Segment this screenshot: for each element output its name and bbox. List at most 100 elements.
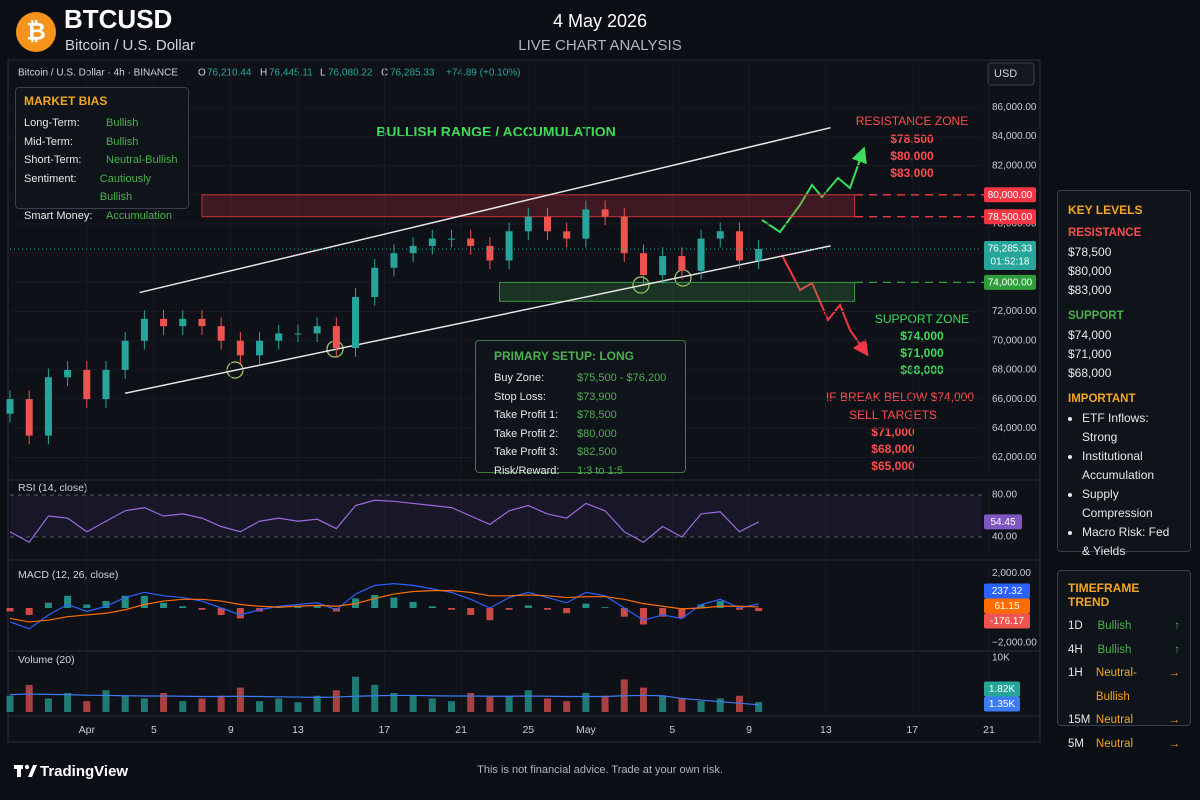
list: ETF Inflows: StrongInstitutional Accumul… <box>1068 409 1180 561</box>
histogram-bar <box>6 608 14 612</box>
x-tick-label: 21 <box>983 724 995 736</box>
trend-arrow: → <box>1168 714 1181 726</box>
candle-body <box>236 340 244 356</box>
bias-label: Smart Money: <box>24 209 93 222</box>
volume-bar <box>486 696 494 712</box>
volume-bar <box>755 702 763 712</box>
y-tick-label: 62,000.00 <box>992 452 1037 463</box>
candle-body <box>44 377 52 436</box>
histogram-bar <box>697 604 705 608</box>
x-tick-label: 9 <box>746 724 752 736</box>
volume-bar <box>371 684 379 712</box>
histogram-bar <box>467 608 475 615</box>
ohlc-value: 76,210.44 <box>207 68 252 79</box>
trend-row: 15M Neutral → <box>1068 709 1180 733</box>
level-item: $83,000 <box>1068 283 1112 297</box>
volume-bar <box>256 701 264 712</box>
zone <box>499 281 856 302</box>
market-bias-panel: MARKET BIAS Long-Term: Bullish Mid-Term: Bu… <box>15 87 189 222</box>
macd-line <box>9 590 759 623</box>
bias-label: Sentiment: <box>24 172 77 185</box>
candle-body <box>294 333 302 335</box>
x-tick-label: 17 <box>906 724 918 736</box>
setup-label: Take Profit 3: <box>494 446 559 458</box>
macd-value-box <box>984 583 1030 599</box>
volume-bar <box>428 698 436 712</box>
candle-body <box>313 326 321 334</box>
candle-body <box>543 216 551 232</box>
support-zone-title: SUPPORT ZONE <box>875 312 969 326</box>
trendline <box>139 126 831 294</box>
histogram-bar <box>601 607 609 608</box>
bias-row: Sentiment: Cautiously Bullish <box>24 170 180 207</box>
volume-ma <box>9 693 759 706</box>
volume-bar <box>102 690 110 712</box>
timeframe: 1D <box>1068 620 1083 632</box>
rsi-value-box <box>984 514 1022 530</box>
candle-body <box>275 333 283 341</box>
volume-bar <box>140 698 148 712</box>
logo-glyph: ₿ <box>26 18 46 45</box>
histogram-bar <box>505 608 513 610</box>
bias-row: Short-Term: Neutral-Bullish <box>24 151 180 170</box>
candle-body <box>409 245 417 254</box>
volume-bar <box>352 676 360 712</box>
bear-projection <box>781 254 869 357</box>
histogram-bar <box>217 608 225 615</box>
volume-bar <box>179 701 187 712</box>
volume-bar <box>313 695 321 712</box>
volume-bar <box>697 701 705 712</box>
important-item: Supply Compression <box>1082 485 1180 523</box>
y-tick-label: 70,000.00 <box>992 335 1037 346</box>
x-tick-label: 13 <box>820 724 832 736</box>
setup-row: Take Profit 2: $80,000 <box>494 425 667 444</box>
setup-label: Stop Loss: <box>494 390 546 403</box>
volume-bar <box>83 701 91 712</box>
histogram-bar <box>659 608 667 617</box>
volume-bar <box>121 695 129 712</box>
setup-value: $75,500 - $76,200 <box>577 372 667 384</box>
symbol-name: Bitcoin / U.S. Dollar <box>65 37 195 54</box>
candle-body <box>467 238 475 246</box>
volume-bar <box>524 690 532 712</box>
volume-bar <box>332 690 340 712</box>
ohlc-label: O <box>198 68 206 79</box>
setup-value: $80,000 <box>577 427 617 440</box>
histogram-bar <box>678 608 686 618</box>
currency-button[interactable] <box>987 62 1035 86</box>
support-zone-level: $71,000 <box>900 346 944 360</box>
trend-row: 1H Neutral-Bullish → <box>1068 662 1180 709</box>
sell-target: $65,000 <box>871 459 915 473</box>
histogram-bar <box>524 605 532 608</box>
candle-body <box>352 296 360 349</box>
logo <box>16 12 56 52</box>
ohlc-value: 76,080.22 <box>328 68 373 79</box>
ohlc-value: 76,285.33 <box>390 68 435 79</box>
y-tick-label: 72,000.00 <box>992 306 1037 317</box>
candle-body <box>486 245 494 261</box>
pane-title: Volume (20) <box>18 654 75 666</box>
currency[interactable]: USD <box>994 68 1017 80</box>
level-label-box <box>984 274 1036 290</box>
y-tick-label: 84,000.00 <box>992 131 1037 142</box>
timeframe-panel: TIMEFRAME TREND 1D Bullish ↑ 4H Bullish ↑ 1H Ne… <box>1057 570 1191 750</box>
level-label-box <box>984 187 1036 203</box>
level-label-box <box>984 209 1036 225</box>
sell-target: $71,000 <box>871 425 915 439</box>
setup-value: $73,900 <box>577 390 617 403</box>
histogram-bar <box>409 601 417 608</box>
candle-body <box>121 340 129 370</box>
level-item: $74,000 <box>1068 328 1112 342</box>
bias-value: Neutral-Bullish <box>106 154 178 166</box>
volume-bar <box>678 698 686 712</box>
trend: Neutral <box>1095 737 1133 750</box>
volume-bar <box>543 698 551 712</box>
trend-arrow: → <box>1168 667 1181 679</box>
x-tick-label: 9 <box>228 724 234 736</box>
trend: Bullish <box>1097 643 1132 656</box>
histogram-bar <box>83 604 91 608</box>
histogram-value: -176.17 <box>990 616 1024 627</box>
histogram-bar <box>448 608 456 610</box>
volume-value: 1.82K <box>989 684 1015 695</box>
volume-bar <box>639 687 647 712</box>
